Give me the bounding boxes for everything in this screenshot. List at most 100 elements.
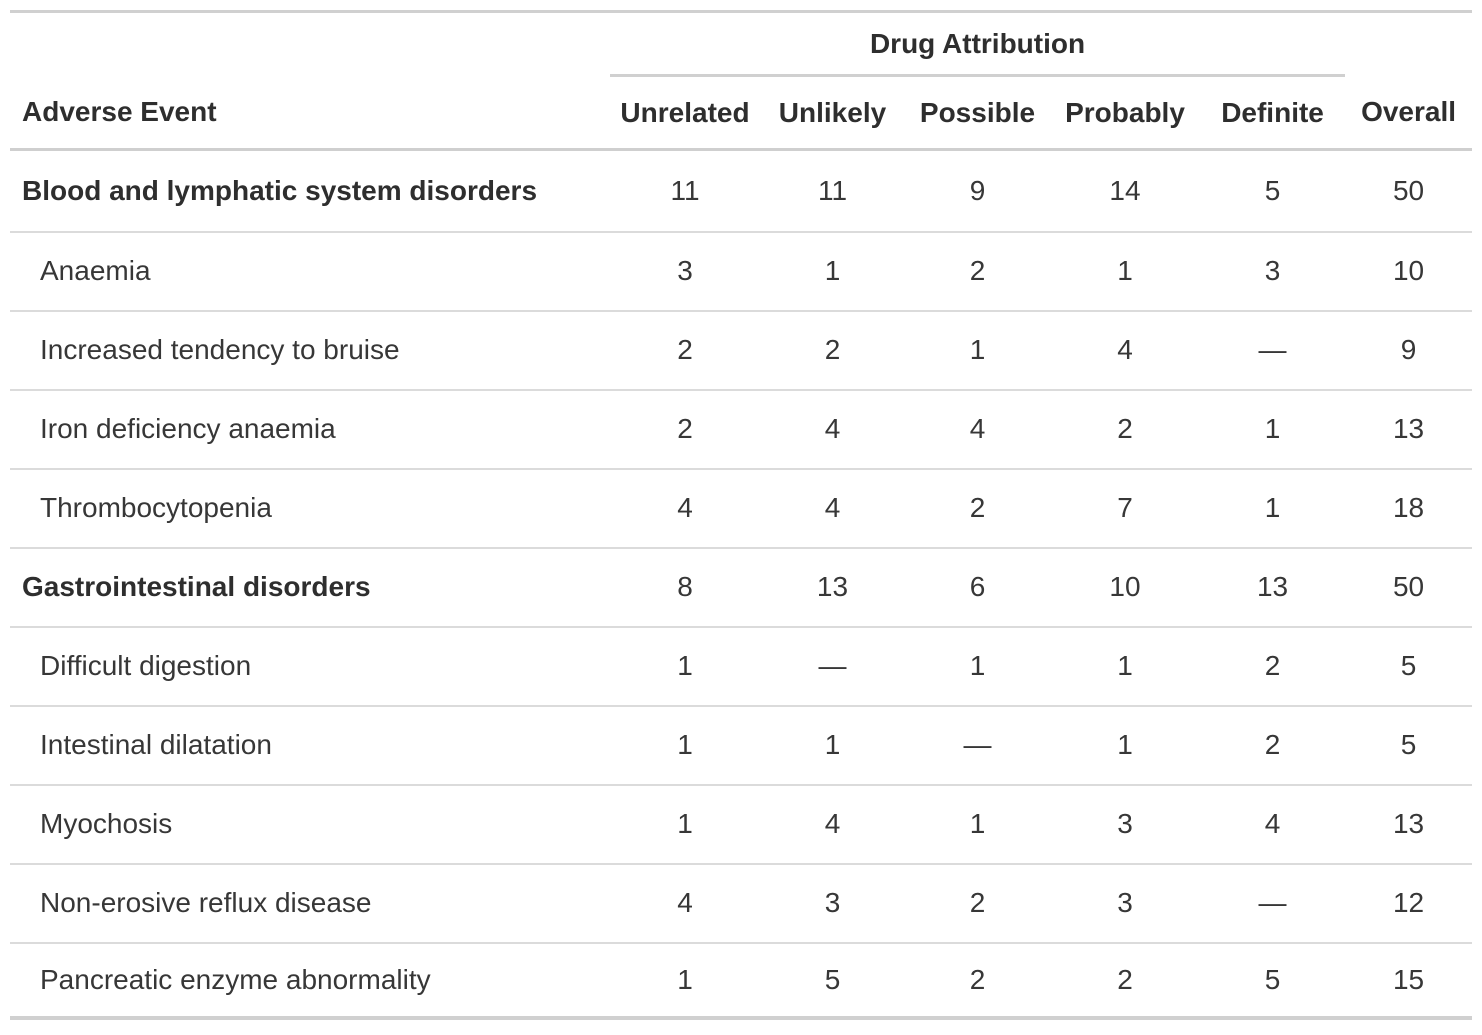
value-cell: 1	[905, 784, 1050, 865]
event-row: Increased tendency to bruise 2 2 1 4—9	[10, 310, 1473, 391]
value-cell: 1	[610, 705, 760, 786]
value-cell: —	[905, 705, 1050, 786]
column-header-row: Adverse Event Unrelated Unlikely Possible P…	[10, 75, 1473, 151]
value-cell: —	[1200, 310, 1346, 391]
value-cell: 2	[969, 963, 986, 995]
column-header-possible: Possible	[905, 75, 1050, 151]
value-cell: 1	[1050, 231, 1200, 312]
value-cell: 18	[1345, 468, 1473, 549]
event-row: Iron deficiency anaemia 2 4 4 2 1 13	[10, 389, 1473, 470]
spanner-row: Drug Attribution	[10, 11, 1472, 77]
value-cell: 2	[1200, 705, 1346, 786]
event-row: Non-erosive reflux disease 4 3 2 3—12	[10, 863, 1473, 944]
event-row: Anaemia 3 1 2 1 3 10	[10, 231, 1473, 312]
value-cell: 1	[677, 963, 693, 995]
value-cell: 11	[760, 149, 905, 233]
value-cell: 4	[610, 863, 760, 944]
spanner-spacer-left	[10, 12, 610, 76]
value-cell: 5	[1345, 626, 1473, 707]
group-row: Blood and lymphatic system disorders 11 11…	[10, 149, 1473, 233]
event-label: Iron deficiency anaemia	[10, 389, 610, 470]
column-header-unrelated: Unrelated	[610, 75, 760, 151]
event-label: Anaemia	[10, 231, 610, 312]
value-cell: 9	[1345, 310, 1473, 391]
value-cell: 7	[1050, 468, 1200, 549]
event-label: Thrombocytopenia	[10, 468, 610, 549]
value-cell: 2	[1200, 626, 1346, 707]
column-header-overall: Overall	[1345, 75, 1473, 151]
value-cell: 14	[1050, 149, 1200, 233]
table-header: Drug Attribution Adverse Event Unrelated…	[10, 11, 1473, 151]
value-cell: 2	[905, 231, 1050, 312]
value-cell: 8	[610, 547, 760, 628]
table-body: Blood and lymphatic system disorders 11 11…	[10, 149, 1473, 1018]
value-cell: 4	[610, 468, 760, 549]
value-cell: 1	[760, 231, 905, 312]
value-cell: 4	[760, 468, 905, 549]
value-cell: 15	[1392, 963, 1425, 995]
value-cell: 13	[1345, 784, 1473, 865]
event-label: Intestinal dilatation	[10, 705, 610, 786]
event-label: Increased tendency to bruise	[10, 310, 610, 391]
group-label: Gastrointestinal disorders	[10, 547, 610, 628]
column-header-probably: Probably	[1050, 75, 1200, 151]
value-cell: 13	[1200, 547, 1346, 628]
value-cell: 3	[1050, 863, 1200, 944]
value-cell: 1	[905, 310, 1050, 391]
value-cell: 1	[610, 784, 760, 865]
adverse-events-table: Drug Attribution Adverse Event Unrelated…	[10, 10, 1473, 1020]
value-cell: 10	[1345, 231, 1473, 312]
column-header-unlikely: Unlikely	[760, 75, 905, 151]
spanner-spacer-right	[1345, 12, 1472, 76]
value-cell: 1	[760, 705, 905, 786]
value-cell: 2	[760, 310, 905, 391]
event-label: Non-erosive reflux disease	[10, 863, 610, 944]
event-row: Myochosis 1 4 1 3 4 13	[10, 784, 1473, 865]
column-header-definite: Definite	[1200, 75, 1346, 151]
event-row: Difficult digestion 1—1 1 2 5	[10, 626, 1473, 707]
drug-attribution-spanner: Drug Attribution	[610, 11, 1346, 77]
value-cell: 4	[1050, 310, 1200, 391]
value-cell: 9	[905, 149, 1050, 233]
value-cell: 1	[1050, 626, 1200, 707]
event-row: Thrombocytopenia 4 4 2 7 1 18	[10, 468, 1473, 549]
group-label: Blood and lymphatic system disorders	[10, 149, 610, 233]
value-cell: 4	[905, 389, 1050, 470]
value-cell: 2	[905, 468, 1050, 549]
value-cell: 2	[1050, 389, 1200, 470]
value-cell: 5	[1345, 705, 1473, 786]
value-cell: 3	[760, 863, 905, 944]
value-cell: 2	[610, 310, 760, 391]
event-row: Pancreatic enzyme abnormality 1 5 2 2 5 15	[10, 943, 1472, 1018]
value-cell: 4	[760, 784, 905, 865]
value-cell: —	[1200, 863, 1346, 944]
event-label: Myochosis	[10, 784, 610, 865]
event-row: Intestinal dilatation 1 1—1 2 5	[10, 705, 1473, 786]
value-cell: 13	[1345, 389, 1473, 470]
value-cell: 2	[905, 863, 1050, 944]
value-cell: 1	[610, 626, 760, 707]
value-cell: 11	[610, 149, 760, 233]
value-cell: —	[760, 626, 905, 707]
value-cell: 13	[760, 547, 905, 628]
value-cell: 2	[610, 389, 760, 470]
value-cell: 2	[1117, 963, 1133, 995]
value-cell: 50	[1345, 149, 1473, 233]
value-cell: 4	[760, 389, 905, 470]
value-cell: 5	[824, 963, 841, 995]
value-cell: 50	[1345, 547, 1473, 628]
value-cell: 1	[1200, 468, 1346, 549]
value-cell: 3	[1050, 784, 1200, 865]
value-cell: 1	[1050, 705, 1200, 786]
value-cell: 1	[1200, 389, 1346, 470]
event-label: Difficult digestion	[10, 626, 610, 707]
value-cell: 3	[1200, 231, 1346, 312]
value-cell: 5	[1264, 963, 1281, 995]
value-cell: 12	[1345, 863, 1473, 944]
group-row: Gastrointestinal disorders 8 13 6 10 13 50	[10, 547, 1473, 628]
value-cell: 10	[1050, 547, 1200, 628]
value-cell: 5	[1200, 149, 1346, 233]
value-cell: 4	[1200, 784, 1346, 865]
column-header-adverse-event: Adverse Event	[10, 75, 610, 151]
